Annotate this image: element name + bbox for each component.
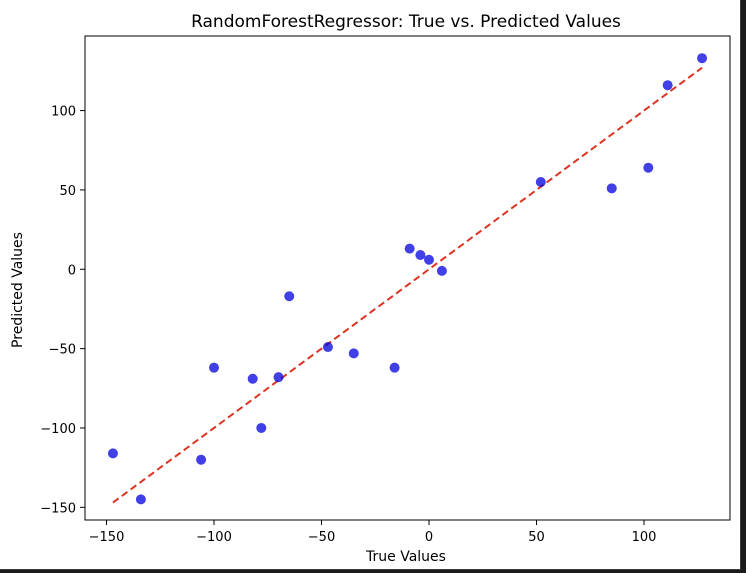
x-axis-label: True Values	[365, 549, 446, 565]
data-point-17	[643, 162, 654, 173]
data-point-6	[273, 372, 284, 383]
data-point-14	[436, 265, 447, 276]
data-point-2	[196, 454, 207, 465]
data-point-1	[135, 494, 146, 505]
data-point-15	[535, 176, 546, 187]
x-tick-label: 0	[425, 530, 433, 545]
data-point-7	[284, 291, 295, 302]
x-tick-label: −100	[196, 530, 232, 545]
y-tick-label: −100	[40, 422, 76, 437]
y-tick-label: 100	[51, 105, 76, 120]
data-point-9	[348, 348, 359, 359]
data-point-12	[415, 249, 426, 260]
data-point-16	[606, 183, 617, 194]
reference-line	[112, 66, 703, 504]
data-point-4	[247, 373, 258, 384]
x-axis: −150 −100 −50 0 50 100	[89, 520, 657, 545]
data-point-19	[697, 53, 708, 64]
y-tick-label: −150	[40, 501, 76, 516]
x-tick-label: −50	[308, 530, 335, 545]
data-point-8	[322, 342, 333, 353]
x-tick-label: 50	[528, 530, 545, 545]
y-tick-label: 0	[68, 263, 76, 278]
data-point-13	[424, 254, 434, 265]
data-point-10	[389, 362, 400, 373]
data-point-18	[662, 80, 673, 91]
x-tick-label: −150	[89, 530, 125, 545]
data-point-11	[404, 243, 415, 254]
plot-area	[84, 35, 731, 521]
y-tick-label: −50	[49, 343, 76, 358]
data-point-3	[209, 362, 219, 373]
chart-title: RandomForestRegressor: True vs. Predicte…	[191, 12, 621, 32]
data-point-5	[256, 422, 267, 433]
y-axis: −150 −100 −50 0 50 100	[40, 105, 85, 516]
x-tick-label: 100	[632, 530, 657, 545]
plot-frame	[84, 35, 731, 521]
data-point-0	[107, 448, 118, 459]
y-axis-label: Predicted Values	[10, 232, 26, 348]
y-tick-label: 50	[59, 184, 76, 199]
